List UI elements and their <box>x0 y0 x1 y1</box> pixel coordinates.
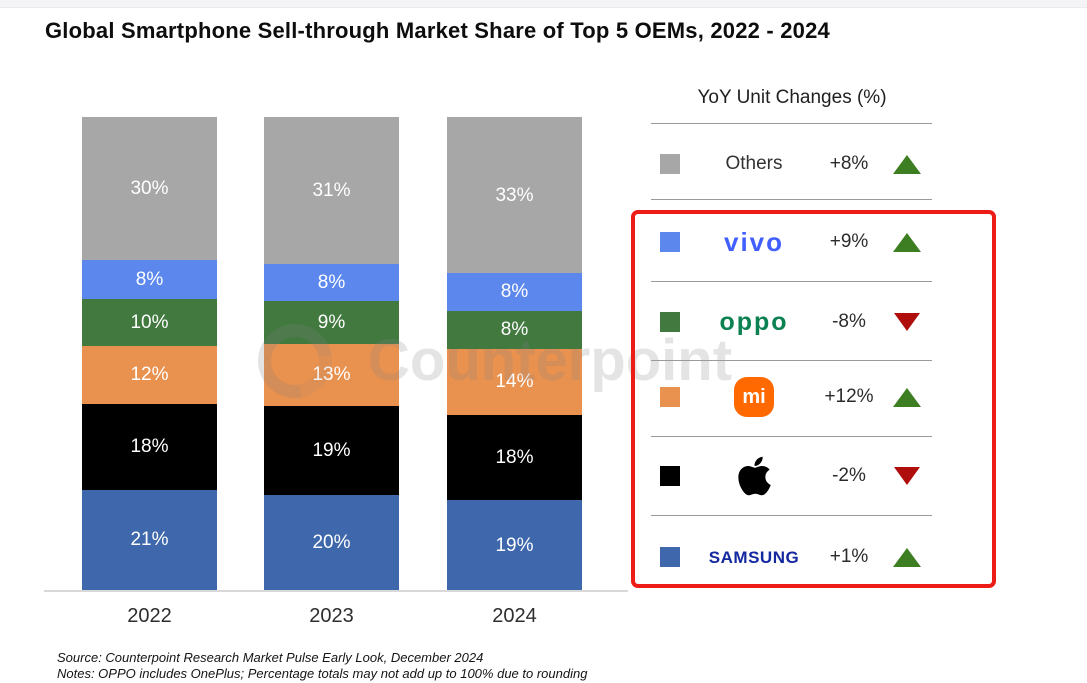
segment-oppo-2024: 8% <box>447 310 582 349</box>
bar-2022: 30% 8% 10% 12% 18% 21% <box>82 117 217 590</box>
vivo-yoy-change: +9% <box>829 231 869 252</box>
segment-value-label: 13% <box>312 364 351 386</box>
mi-logo-text: mi <box>742 386 766 408</box>
legend-row-others: Others +8% <box>660 136 936 192</box>
segment-samsung-2024: 19% <box>447 500 582 590</box>
segment-value-label: 18% <box>130 436 169 458</box>
segment-xiaomi-2022: 12% <box>82 346 217 404</box>
top-strip <box>0 0 1087 8</box>
up-triangle-icon <box>893 232 921 252</box>
top5-highlight-box <box>631 210 996 588</box>
segment-oppo-2023: 9% <box>264 301 399 345</box>
segment-value-label: 18% <box>495 447 534 469</box>
segment-oppo-2022: 10% <box>82 298 217 347</box>
x-axis-line <box>44 590 628 592</box>
apple-yoy-change: -2% <box>832 465 866 486</box>
legend-separator <box>651 199 932 200</box>
xiaomi-mi-logo: mi <box>734 377 774 417</box>
bar-2023: 31% 8% 9% 13% 19% 20% <box>264 117 399 590</box>
up-triangle-icon <box>893 547 921 567</box>
segment-apple-2023: 19% <box>264 405 399 496</box>
vivo-swatch <box>660 232 680 252</box>
segment-value-label: 12% <box>130 364 169 386</box>
segment-others-2023: 31% <box>264 117 399 264</box>
segment-value-label: 8% <box>500 319 529 341</box>
samsung-logo: SAMSUNG <box>708 547 800 567</box>
segment-vivo-2023: 8% <box>264 263 399 302</box>
segment-value-label: 8% <box>500 281 529 303</box>
segment-vivo-2024: 8% <box>447 273 582 311</box>
segment-value-label: 33% <box>495 184 534 206</box>
segment-others-2024: 33% <box>447 117 582 274</box>
legend-separator <box>651 281 932 282</box>
apple-logo-icon <box>737 454 771 498</box>
segment-value-label: 30% <box>130 178 169 200</box>
down-triangle-icon <box>894 313 920 331</box>
oppo-logo: oppo <box>719 307 789 336</box>
x-label-2022: 2022 <box>127 605 172 627</box>
apple-swatch <box>660 466 680 486</box>
others-yoy-change: +8% <box>829 153 869 174</box>
down-triangle-icon <box>894 467 920 485</box>
segment-value-label: 10% <box>130 311 169 333</box>
vivo-logo: vivo <box>723 227 785 257</box>
legend-separator <box>651 123 932 124</box>
legend-separator <box>651 360 932 361</box>
segment-samsung-2023: 20% <box>264 495 399 590</box>
samsung-swatch <box>660 547 680 567</box>
segment-samsung-2022: 21% <box>82 489 217 590</box>
segment-xiaomi-2023: 13% <box>264 344 399 406</box>
xiaomi-yoy-change: +12% <box>824 386 874 407</box>
legend-row-apple: -2% <box>660 448 936 504</box>
legend-title: YoY Unit Changes (%) <box>697 87 887 108</box>
segment-value-label: 21% <box>130 529 169 551</box>
segment-value-label: 8% <box>135 268 164 290</box>
up-triangle-icon <box>893 387 921 407</box>
others-swatch <box>660 154 680 174</box>
segment-value-label: 9% <box>317 312 346 334</box>
segment-xiaomi-2024: 14% <box>447 348 582 415</box>
legend-row-xiaomi: mi +12% <box>660 369 936 425</box>
x-label-2023: 2023 <box>309 605 354 627</box>
chart-title: Global Smartphone Sell-through Market Sh… <box>45 18 830 43</box>
legend-row-samsung: SAMSUNG +1% <box>660 529 936 585</box>
x-label-2024: 2024 <box>492 605 537 627</box>
segment-value-label: 8% <box>317 272 346 294</box>
segment-others-2022: 30% <box>82 117 217 261</box>
segment-value-label: 19% <box>495 534 534 556</box>
others-label: Others <box>725 153 783 174</box>
legend-separator <box>651 436 932 437</box>
segment-apple-2024: 18% <box>447 414 582 501</box>
rounding-note: Notes: OPPO includes OnePlus; Percentage… <box>57 666 588 681</box>
bar-2024: 33% 8% 8% 14% 18% 19% <box>447 117 582 590</box>
segment-value-label: 31% <box>312 179 351 201</box>
source-note: Source: Counterpoint Research Market Pul… <box>57 650 484 665</box>
segment-apple-2022: 18% <box>82 403 217 490</box>
legend-row-vivo: vivo +9% <box>660 214 936 270</box>
up-triangle-icon <box>893 154 921 174</box>
samsung-yoy-change: +1% <box>829 546 869 567</box>
segment-value-label: 14% <box>495 371 534 393</box>
stacked-bar-chart: 2022 2023 2024 30% 8% 10% 12% 18% 21% 31% 8% 9% 1… <box>44 117 628 627</box>
legend-separator <box>651 515 932 516</box>
oppo-yoy-change: -8% <box>832 311 866 332</box>
segment-value-label: 19% <box>312 439 351 461</box>
legend-row-oppo: oppo -8% <box>660 294 936 350</box>
xiaomi-swatch <box>660 387 680 407</box>
segment-vivo-2022: 8% <box>82 260 217 299</box>
oppo-swatch <box>660 312 680 332</box>
segment-value-label: 20% <box>312 532 351 554</box>
